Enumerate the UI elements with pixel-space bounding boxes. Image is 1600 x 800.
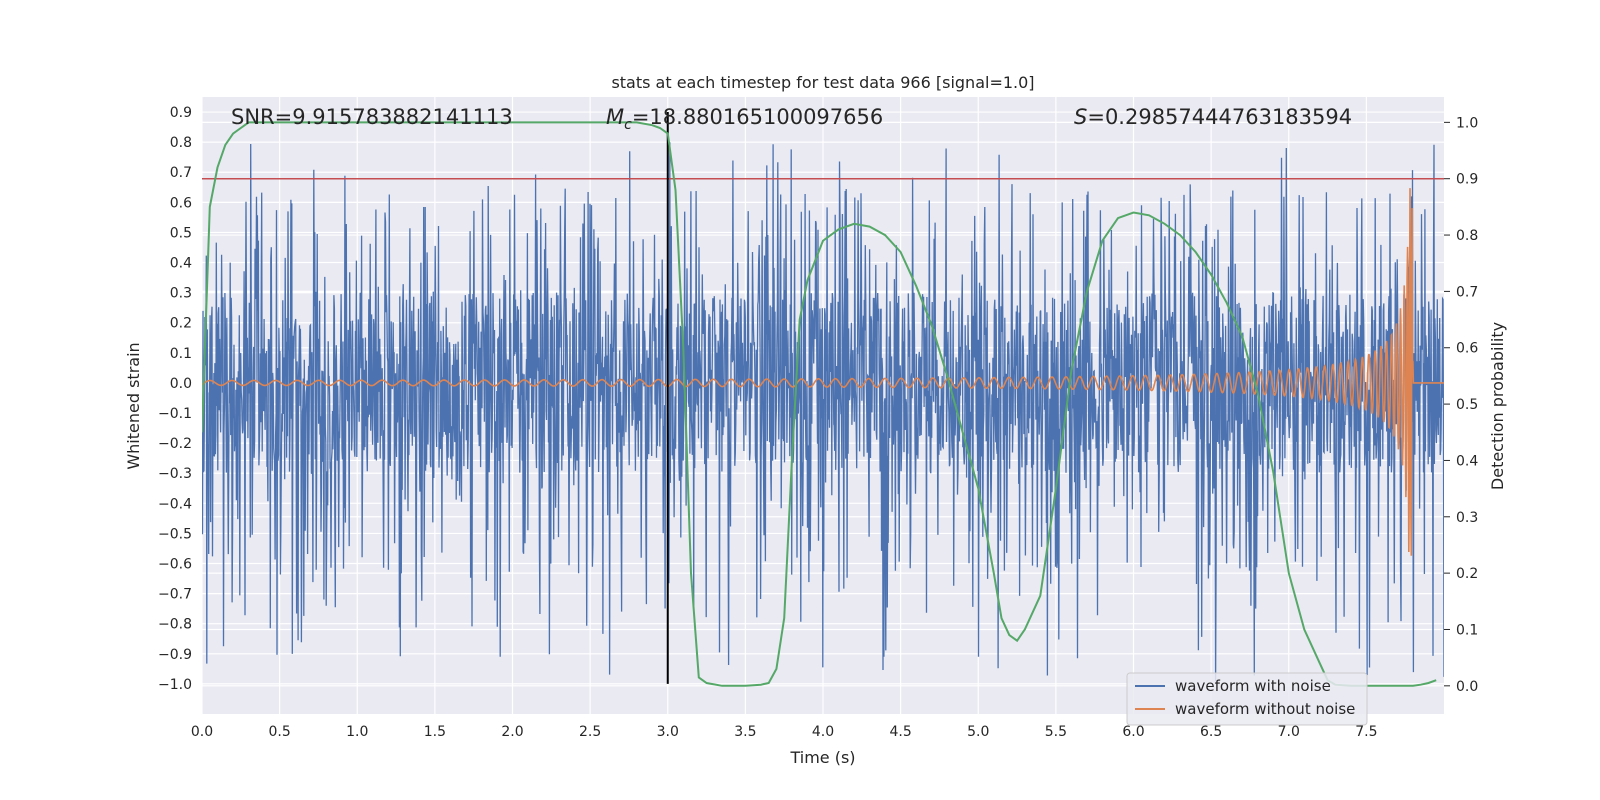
y-left-tick-label: −0.8 (158, 617, 192, 633)
y-left-tick-label: −0.3 (158, 466, 192, 482)
x-tick-label: 3.0 (657, 724, 679, 740)
y-left-tick-label: −0.2 (158, 436, 192, 452)
legend-box (1126, 672, 1368, 726)
y-right-tick-label: 0.3 (1456, 510, 1478, 526)
y-left-tick-label: 0.6 (170, 195, 192, 211)
x-tick-label: 3.5 (734, 724, 756, 740)
y-right-tick-label: 0.9 (1456, 172, 1478, 188)
snr-annotation: SNR=9.915783882141113 (231, 105, 513, 129)
x-axis-ticks: 0.0 0.5 1.0 1.5 2.0 2.5 3.0 3.5 4.0 4.5 5.0 5.5 6.0 6… (191, 724, 1378, 740)
chart-title: stats at each timestep for test data 966… (611, 73, 1034, 92)
chirp-series-line (202, 188, 1444, 556)
y-left-tick-label: −1.0 (158, 677, 192, 693)
y-right-tick-label: 0.7 (1456, 284, 1478, 300)
noise-series-line (202, 142, 1444, 682)
x-tick-label: 2.5 (579, 724, 601, 740)
x-tick-label: 1.0 (346, 724, 368, 740)
x-axis-label: Time (s) (789, 748, 855, 767)
y-left-tick-label: 0.1 (170, 346, 192, 362)
y-left-tick-label: −0.7 (158, 587, 192, 603)
x-tick-label: 7.5 (1355, 724, 1377, 740)
y-left-tick-label: 0.9 (170, 105, 192, 121)
x-tick-label: 0.5 (268, 724, 290, 740)
y-left-tick-label: 0.7 (170, 165, 192, 181)
chirp-series-layer (202, 188, 1444, 556)
s-symbol: S (1074, 105, 1087, 129)
y-left-tick-label: 0.3 (170, 286, 192, 302)
y-right-tick-label: 0.2 (1456, 566, 1478, 582)
legend: waveform with noise waveform without noi… (1126, 672, 1368, 726)
x-tick-label: 2.0 (501, 724, 523, 740)
s-annotation: S=0.29857444763183594 (1074, 105, 1352, 129)
y-right-tick-label: 0.0 (1456, 679, 1478, 695)
x-tick-label: 0.0 (191, 724, 213, 740)
y-left-tick-label: −0.1 (158, 406, 192, 422)
probability-series-line (202, 121, 1437, 687)
chirp-mass-annotation: Mc=18.880165100097656 (606, 105, 883, 133)
y-right-tick-label: 0.8 (1456, 228, 1478, 244)
chirp-mass-subscript: c (624, 117, 632, 133)
y-right-tick-label: 0.4 (1456, 453, 1478, 469)
y-left-tick-label: −0.9 (158, 647, 192, 663)
x-tick-label: 1.5 (424, 724, 446, 740)
noise-series-layer (202, 142, 1444, 682)
s-value: =0.29857444763183594 (1087, 105, 1352, 129)
legend-label-noise: waveform with noise (1175, 677, 1331, 695)
x-tick-label: 6.5 (1200, 724, 1222, 740)
x-tick-label: 5.5 (1045, 724, 1067, 740)
y-left-tick-label: −0.6 (158, 557, 192, 573)
probability-series-layer (202, 121, 1437, 687)
y-left-tick-label: −0.5 (158, 526, 192, 542)
plot-marks (202, 112, 1444, 687)
y-left-tick-label: 0.2 (170, 316, 192, 332)
y-left-tick-label: −0.4 (158, 496, 192, 512)
x-tick-label: 4.5 (889, 724, 911, 740)
chirp-mass-value: =18.880165100097656 (632, 105, 883, 129)
y-left-tick-label: 0.8 (170, 135, 192, 151)
y-left-axis-label: Whitened strain (124, 342, 143, 469)
legend-label-clean: waveform without noise (1175, 700, 1355, 718)
y-right-tick-label: 0.6 (1456, 341, 1478, 357)
x-tick-label: 4.0 (812, 724, 834, 740)
x-tick-label: 6.0 (1122, 724, 1144, 740)
chirp-mass-symbol: M (606, 105, 624, 129)
y-left-axis-ticks: 0.9 0.8 0.7 0.6 0.5 0.4 0.3 0.2 0.1 0.0 −0.1 −0.2 −0… (158, 105, 192, 693)
x-tick-label: 5.0 (967, 724, 989, 740)
y-left-tick-label: 0.0 (170, 376, 192, 392)
y-left-tick-label: 0.5 (170, 225, 192, 241)
y-right-axis-ticks: 1.0 0.9 0.8 0.7 0.6 0.5 0.4 0.3 0.2 0.1 0.0 (1444, 115, 1478, 695)
y-right-tick-label: 0.5 (1456, 397, 1478, 413)
y-left-tick-label: 0.4 (170, 256, 192, 272)
x-tick-label: 7.0 (1278, 724, 1300, 740)
y-right-axis-label: Detection probability (1488, 322, 1507, 490)
y-right-tick-label: 1.0 (1456, 115, 1478, 131)
y-right-tick-label: 0.1 (1456, 622, 1478, 638)
